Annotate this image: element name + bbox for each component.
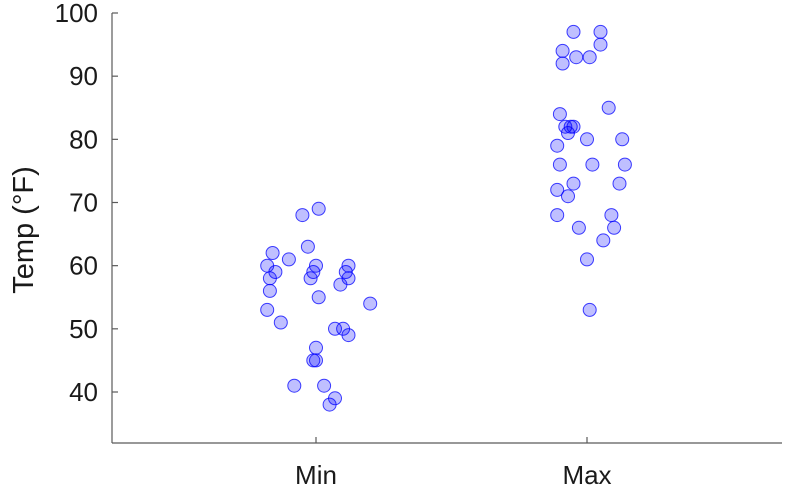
- axes: [111, 13, 782, 444]
- data-point-max: [555, 56, 570, 71]
- data-point-max: [582, 50, 597, 65]
- y-tick-label: 100: [55, 0, 98, 28]
- data-point-max: [550, 208, 565, 223]
- data-point-max: [552, 107, 567, 122]
- y-tick-label: 80: [69, 124, 98, 154]
- data-point-min: [300, 239, 315, 254]
- data-point-max: [615, 132, 630, 147]
- data-point-min: [287, 378, 302, 393]
- data-point-min: [363, 296, 378, 311]
- data-point-max: [580, 132, 594, 147]
- data-point-min: [309, 258, 323, 273]
- y-tick-label: 90: [69, 61, 98, 91]
- data-point-max: [582, 302, 597, 317]
- data-point-min: [309, 340, 323, 355]
- data-point-max: [593, 24, 608, 39]
- data-point-max: [552, 157, 567, 172]
- data-point-min: [265, 246, 280, 260]
- y-ticks: 40 50 60 70 80 90 100: [55, 0, 118, 407]
- data-point-min: [311, 290, 326, 305]
- data-point-max: [569, 50, 584, 65]
- data-point-max: [571, 220, 586, 235]
- y-tick-label: 60: [69, 251, 98, 281]
- data-point-min: [328, 391, 342, 406]
- data-point-min: [295, 208, 310, 223]
- data-point-max: [566, 24, 581, 39]
- data-point-max: [585, 157, 600, 172]
- x-ticks: Min Max: [295, 437, 612, 490]
- data-point-min: [268, 265, 283, 279]
- data-point-max: [593, 37, 608, 52]
- data-point-min: [262, 283, 277, 298]
- data-point-min: [309, 353, 323, 368]
- x-tick-label: Max: [562, 460, 611, 490]
- data-point-max: [561, 189, 575, 204]
- y-tick-label: 50: [69, 314, 98, 344]
- data-point-min: [260, 302, 275, 317]
- data-point-min: [341, 328, 356, 343]
- x-tick-label: Min: [295, 460, 337, 490]
- data-point-min: [281, 252, 296, 267]
- data-point-max: [566, 119, 581, 134]
- data-points: [260, 24, 632, 412]
- data-point-min: [273, 315, 288, 330]
- data-point-min: [317, 378, 332, 393]
- data-point-max: [612, 176, 627, 191]
- data-point-max: [604, 208, 619, 223]
- data-point-max: [555, 43, 570, 58]
- data-point-max: [566, 176, 581, 191]
- data-point-min: [341, 258, 356, 273]
- data-point-max: [601, 100, 616, 115]
- data-point-min: [311, 201, 326, 216]
- data-point-max: [550, 182, 565, 197]
- data-point-max: [550, 138, 565, 153]
- data-point-max: [580, 252, 594, 267]
- y-axis-label: Temp (°F): [8, 166, 40, 294]
- data-point-max: [617, 157, 632, 172]
- data-point-min: [328, 321, 342, 336]
- y-tick-label: 70: [69, 188, 98, 218]
- data-point-max: [596, 233, 611, 248]
- data-point-min: [341, 271, 356, 286]
- y-tick-label: 40: [69, 377, 98, 407]
- data-point-max: [607, 220, 622, 235]
